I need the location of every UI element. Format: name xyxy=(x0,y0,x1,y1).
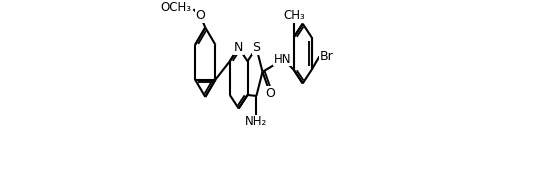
Text: HN: HN xyxy=(274,53,292,66)
Text: S: S xyxy=(252,41,260,54)
Text: CH₃: CH₃ xyxy=(283,10,305,23)
Text: N: N xyxy=(234,41,244,54)
Text: O: O xyxy=(265,87,275,100)
Text: Br: Br xyxy=(319,50,333,63)
Text: NH₂: NH₂ xyxy=(245,115,267,128)
Text: OCH₃: OCH₃ xyxy=(160,1,192,14)
Text: O: O xyxy=(195,10,205,23)
